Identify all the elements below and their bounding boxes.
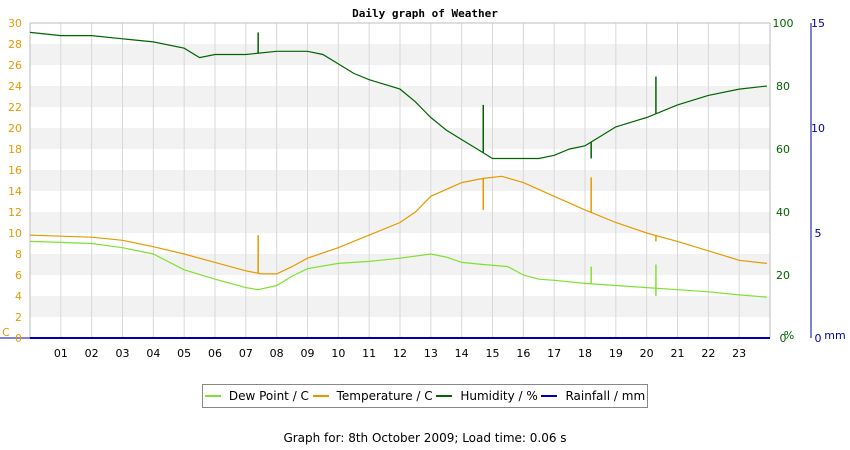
x-tick-label: 07 [239,347,253,360]
y-tick-label-humidity: 60 [776,143,790,156]
legend-label-humidity: Humidity / % [460,389,538,403]
legend-item-humidity: Humidity / % [436,389,538,403]
vertical-grid [60,23,740,338]
y-tick-label-left: 22 [8,101,22,114]
legend-swatch-humidity [436,395,453,397]
y-tick-label-humidity: 40 [776,206,790,219]
x-tick-label: 03 [116,347,130,360]
x-tick-label: 14 [455,347,469,360]
x-tick-label: 18 [578,347,592,360]
y-tick-label-left: 18 [8,143,22,156]
legend-item-temperature: Temperature / C [312,389,433,403]
y-tick-label-left: 12 [8,206,22,219]
y-tick-label-left: 20 [8,122,22,135]
legend-label-temperature: Temperature / C [336,389,433,403]
x-tick-label: 12 [393,347,407,360]
x-tick-label: 05 [177,347,191,360]
x-tick-label: 16 [516,347,530,360]
footer-text: Graph for: 8th October 2009; Load time: … [283,431,567,445]
legend-swatch-rainfall [541,395,558,397]
y-tick-label-left: 24 [8,80,22,93]
legend-item-dew-point: Dew Point / C [204,389,309,403]
chart-title: Daily graph of Weather [352,7,498,20]
legend: Dew Point / C Temperature / C Humidity /… [202,384,648,408]
x-tick-label: 17 [547,347,561,360]
y-tick-label-rain: 15 [811,17,825,30]
x-tick-label: 09 [301,347,315,360]
x-tick-label: 15 [486,347,500,360]
y-tick-label-left: 16 [8,164,22,177]
x-tick-label: 21 [671,347,685,360]
y-tick-label-left: 2 [15,311,22,324]
y-tick-label-left: 6 [15,269,22,282]
legend-swatch-dew-point [204,395,221,397]
x-tick-label: 10 [331,347,345,360]
tick-labels: 0246810121416182022242628300204060801000… [2,17,846,360]
y-tick-label-left: 30 [8,17,22,30]
legend-label-rainfall: Rainfall / mm [565,389,646,403]
x-tick-label: 23 [732,347,746,360]
x-tick-label: 19 [609,347,623,360]
series-line [29,240,767,298]
y-tick-label-left: 26 [8,59,22,72]
x-tick-label: 02 [85,347,99,360]
y-tick-label-humidity: 0 [780,332,787,345]
x-tick-label: 22 [701,347,715,360]
legend-swatch-temperature [312,395,329,397]
y-tick-label-left: 8 [15,248,22,261]
x-tick-label: 06 [208,347,222,360]
y-tick-label-left: 10 [8,227,22,240]
series-line [29,31,767,160]
series-line [29,175,767,275]
y-tick-label-rain: 5 [815,227,822,240]
unit-label-humidity: % [784,329,794,342]
y-tick-label-rain: 0 [815,332,822,345]
y-tick-label-humidity: 20 [776,269,790,282]
y-tick-label-rain: 10 [811,122,825,135]
unit-label-rain: mm [824,329,845,342]
series-lines [29,31,770,339]
legend-item-rainfall: Rainfall / mm [541,389,645,403]
y-tick-label-humidity: 100 [773,17,794,30]
unit-label-left: C [2,326,10,339]
y-tick-label-left: 14 [8,185,22,198]
y-tick-label-left: 4 [15,290,22,303]
y-tick-label-humidity: 80 [776,80,790,93]
x-tick-label: 13 [424,347,438,360]
y-tick-label-left: 28 [8,38,22,51]
x-tick-label: 01 [54,347,68,360]
x-tick-label: 08 [270,347,284,360]
legend-label-dew-point: Dew Point / C [228,389,309,403]
x-tick-label: 20 [640,347,654,360]
y-tick-label-left: 0 [15,332,22,345]
x-tick-label: 04 [146,347,160,360]
x-tick-label: 11 [362,347,376,360]
